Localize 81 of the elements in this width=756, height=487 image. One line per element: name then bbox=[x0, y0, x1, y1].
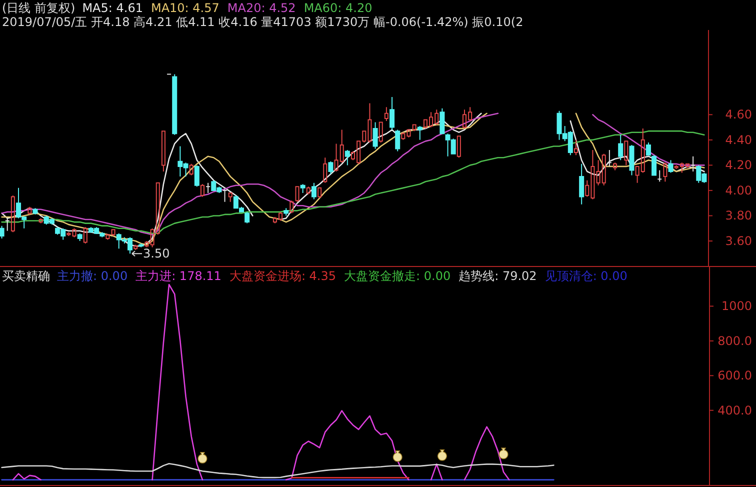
text: 主力撤: 0.00 bbox=[57, 269, 128, 283]
candlestick bbox=[624, 140, 628, 166]
candlestick bbox=[10, 195, 15, 233]
candlestick bbox=[311, 182, 316, 200]
candlestick bbox=[300, 184, 306, 194]
candlestick bbox=[306, 186, 310, 195]
candlestick bbox=[629, 144, 634, 176]
text: MA10: 4.57 bbox=[150, 1, 220, 15]
candlestick bbox=[77, 232, 82, 242]
y-tick-label: 4.40 bbox=[725, 132, 752, 147]
y-tick-label: 600.0 bbox=[718, 368, 752, 383]
candlestick bbox=[579, 163, 584, 205]
candlestick bbox=[66, 232, 71, 236]
candlestick bbox=[395, 129, 400, 152]
candlestick bbox=[38, 218, 43, 224]
candlestick bbox=[134, 244, 138, 250]
candlestick bbox=[378, 122, 383, 143]
y-tick-label: 1000 bbox=[721, 299, 752, 314]
candlestick bbox=[606, 150, 612, 167]
text: MA5: 4.61 bbox=[82, 1, 143, 15]
candlestick bbox=[284, 208, 289, 216]
candlestick bbox=[28, 206, 32, 215]
y-tick-label: 4.20 bbox=[725, 158, 752, 172]
candlestick bbox=[222, 188, 228, 202]
chart-subtitle: 2019/07/05/五 开4.18 高4.21 低4.11 收4.16 量41703 额1730万 幅-0.06(-1.42%) 振0.10(2 bbox=[2, 15, 524, 29]
text: MA20: 4.52 bbox=[227, 1, 296, 15]
candlestick bbox=[613, 162, 618, 171]
candlestick bbox=[440, 108, 445, 134]
candlestick bbox=[72, 228, 76, 238]
candlestick bbox=[172, 74, 178, 136]
candlestick bbox=[138, 243, 144, 248]
candlestick bbox=[618, 134, 624, 161]
candlestick bbox=[344, 150, 350, 166]
y-tick-label: 400.0 bbox=[718, 403, 752, 418]
series-label: 主力进: 178.11 bbox=[136, 269, 222, 283]
line-series bbox=[1, 130, 705, 234]
y-tick-label: 4.60 bbox=[725, 108, 752, 122]
chart-title: 买卖精确 bbox=[2, 269, 50, 283]
candlestick bbox=[144, 240, 149, 248]
text: 大盘资金进场: 4.35 bbox=[229, 269, 336, 283]
text: 趋势线: 79.02 bbox=[458, 269, 537, 283]
y-tick-label: 800.0 bbox=[718, 334, 752, 348]
candlestick bbox=[106, 234, 110, 240]
candlestick bbox=[372, 122, 378, 150]
candlestick bbox=[194, 164, 200, 188]
legend-label: 大盘资金撤走: 0.00 bbox=[344, 269, 451, 283]
candlestick bbox=[32, 208, 38, 215]
candlestick bbox=[206, 182, 211, 194]
candlestick bbox=[111, 229, 116, 236]
line-series bbox=[1, 463, 554, 478]
chart-title: (日线 前复权) bbox=[2, 1, 76, 15]
y-tick-label: 4.00 bbox=[725, 183, 752, 198]
candlestick bbox=[200, 184, 204, 198]
y-tick-label: 3.80 bbox=[725, 208, 752, 223]
text: MA60: 4.20 bbox=[304, 1, 372, 15]
candlestick bbox=[384, 106, 388, 122]
candlestick bbox=[323, 157, 328, 184]
candlestick bbox=[318, 187, 322, 199]
y-tick-label: 3.60 bbox=[725, 234, 752, 248]
candlestick bbox=[83, 226, 88, 244]
candlestick bbox=[652, 154, 657, 176]
candlestick bbox=[690, 156, 696, 172]
candlestick bbox=[657, 170, 662, 182]
legend-label: 见顶清仓: 0.00 bbox=[544, 269, 628, 283]
candlestick bbox=[574, 139, 578, 156]
candlestick bbox=[189, 163, 194, 176]
candlestick bbox=[328, 160, 334, 175]
candlestick bbox=[646, 142, 651, 156]
candlestick bbox=[668, 160, 674, 174]
candlestick bbox=[244, 211, 250, 224]
candlestick bbox=[295, 186, 300, 202]
candlestick bbox=[290, 200, 294, 214]
candlestick bbox=[0, 225, 4, 239]
annotation: 3.50 bbox=[143, 246, 170, 261]
candlestick bbox=[161, 130, 166, 172]
candlestick bbox=[417, 126, 422, 140]
candlestick bbox=[390, 96, 395, 130]
candlestick bbox=[456, 136, 461, 158]
candlestick bbox=[663, 162, 668, 182]
candlestick bbox=[228, 192, 232, 202]
candlestick bbox=[4, 218, 10, 232]
